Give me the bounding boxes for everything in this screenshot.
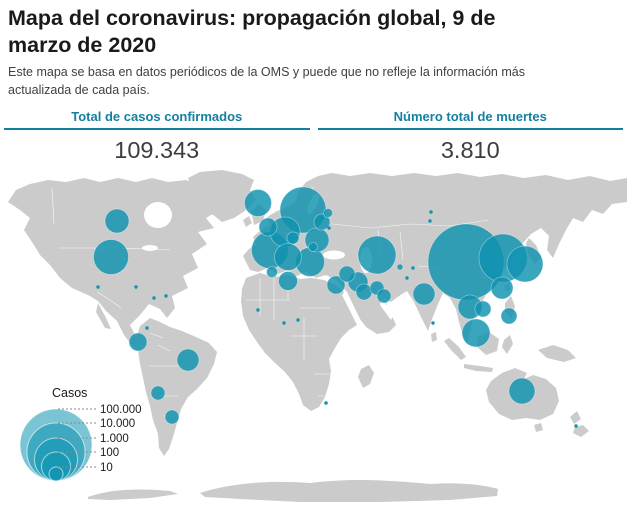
island-new-zealand-north [570,411,581,424]
legend-title: Casos [52,386,87,400]
case-bubble-australia [508,377,536,405]
case-bubble-vietnam [474,300,492,318]
continent-antarctica-east [200,480,498,502]
case-bubble-new-zealand [574,424,578,428]
case-bubble-guadeloupe [164,294,168,298]
continents [8,170,627,502]
case-bubble-ireland [258,217,278,237]
legend-circles [19,408,93,482]
legend-tick-label: 100.000 [100,404,142,416]
case-bubble-belarus [327,226,331,230]
stat-total-deaths-value: 3.810 [440,137,500,163]
case-bubble-ecuador [128,332,148,352]
page-subtitle-line2: actualizada de cada país. [8,83,150,97]
case-bubble-israel [338,265,356,283]
sea-great-lakes [142,245,158,251]
case-bubble-iran [357,235,397,275]
case-bubble-italy [274,243,302,271]
page-subtitle-line1: Este mapa se basa en datos periódicos de… [8,65,525,79]
case-bubble-senegal [256,308,260,312]
legend-tick-labels: 100.000 10.000 1.000 100 10 [100,404,142,474]
legend-tick-label: 1.000 [100,433,129,445]
island-tasmania [534,423,543,432]
case-bubble-finland [323,208,333,218]
stat-confirmed-cases-label: Total de casos confirmados [4,109,310,130]
sea-persian-gulf [380,299,394,320]
case-bubble-netherlands [286,231,300,245]
case-bubble-mexico [96,285,100,289]
case-bubble-russia-west [429,210,433,214]
case-bubble-colombia [145,326,149,330]
case-bubble-spain [266,266,278,278]
island-new-guinea [538,345,576,362]
case-bubble-croatia [308,242,318,252]
continent-baja-california [96,303,111,329]
case-bubble-south-africa [324,401,328,405]
case-bubble-japan [506,245,544,283]
legend-tick-label: 10 [100,462,113,474]
legend-circle-10 [48,466,64,482]
continent-greenland [188,170,256,222]
stat-total-deaths-label: Número total de muertes [317,109,623,130]
continent-africa [241,273,357,411]
case-bubble-canada [104,208,130,234]
island-sumatra [444,338,466,360]
island-cuba [128,282,145,287]
island-hispaniola [150,288,157,293]
island-java [464,364,493,372]
sea-red-sea [342,290,360,323]
case-bubble-sri-lanka [431,321,435,325]
case-bubbles [93,186,578,428]
case-bubble-dominican-republic [152,296,156,300]
page-title-line1: Mapa del coronavirus: propagación global… [8,6,496,30]
stat-total-deaths: Número total de muertes 3.810 [317,109,623,164]
case-bubble-usa [93,239,129,275]
continent-antarctica-west [88,489,178,500]
world-map-svg: Casos 100.000 10.000 1.000 100 10 [8,170,627,502]
case-bubble-taiwan [490,276,514,300]
case-bubble-brazil [176,348,200,372]
world-map: Casos 100.000 10.000 1.000 100 10 [0,168,627,513]
sea-black-sea [323,250,345,260]
case-bubble-poland [313,213,331,231]
case-bubble-argentina [164,409,180,425]
map-legend: Casos 100.000 10.000 1.000 100 10 [19,386,142,482]
island-sakhalin [545,210,551,230]
continent-south-america [137,318,217,456]
page-subtitle: Este mapa se basa en datos periódicos de… [0,59,627,99]
case-bubble-india [412,282,436,306]
case-bubble-russia-south [428,219,432,223]
case-bubble-cuba [134,285,138,289]
case-bubble-nepal [411,266,415,270]
case-bubble-singapore-malaysia [461,318,491,348]
island-madagascar [358,365,374,388]
legend-tick-label: 10.000 [100,418,135,430]
island-new-zealand-south [573,425,589,437]
stats-row: Total de casos confirmados 109.343 Númer… [4,109,623,164]
case-bubble-nigeria [296,318,300,322]
case-bubble-uk [244,189,272,217]
case-bubble-egypt [326,275,346,295]
case-bubble-chile [150,385,166,401]
case-bubble-ghana [282,321,286,325]
case-bubble-uae [376,288,392,304]
sea-hudson-bay [144,202,172,228]
page-title: Mapa del coronavirus: propagación global… [0,0,627,59]
case-bubble-north-india [405,276,409,280]
stat-confirmed-cases: Total de casos confirmados 109.343 [4,109,310,164]
island-sri-lanka [431,332,437,342]
island-ireland [243,216,252,227]
case-bubble-pakistan [396,263,404,271]
island-sulawesi [502,335,513,354]
page-title-line2: marzo de 2020 [8,33,157,57]
stat-confirmed-cases-value: 109.343 [114,137,200,163]
case-bubble-algeria [278,271,298,291]
legend-tick-label: 100 [100,447,119,459]
case-bubble-estonia [319,216,323,220]
case-bubble-kuwait [355,283,373,301]
case-bubble-philippines [500,307,518,325]
island-iceland [235,183,249,193]
